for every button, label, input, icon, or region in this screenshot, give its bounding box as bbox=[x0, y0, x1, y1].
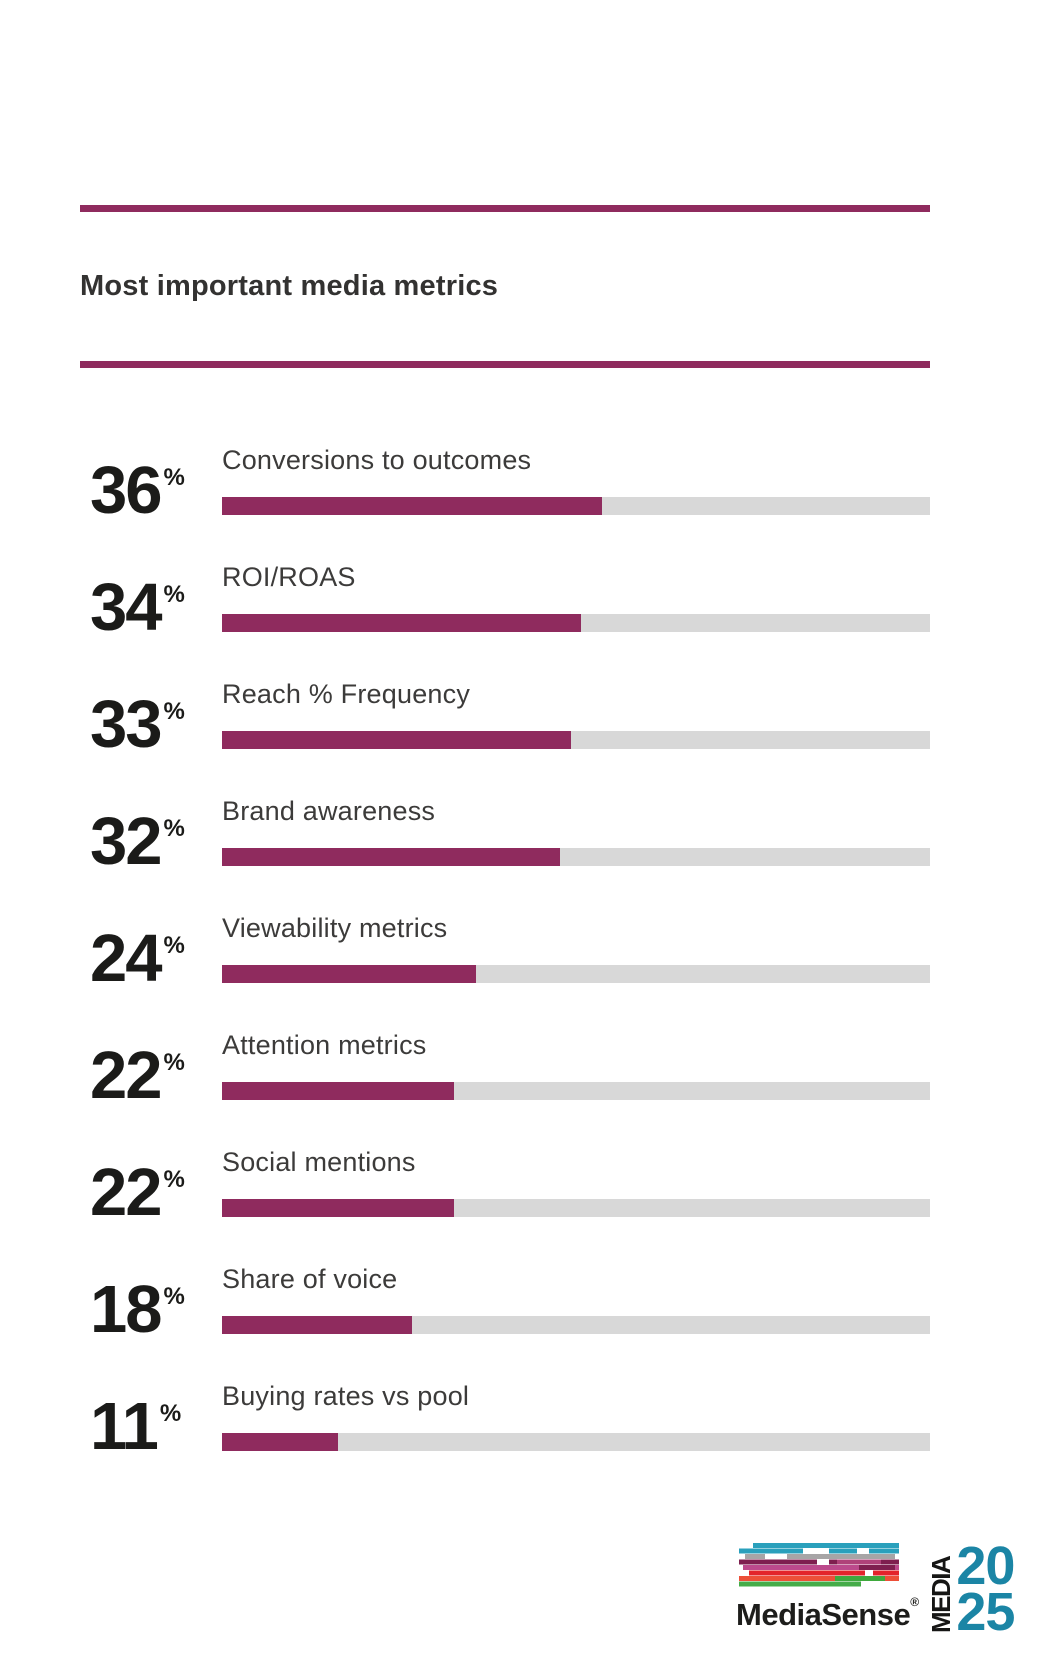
year-bottom: 25 bbox=[956, 1581, 1015, 1642]
metric-bar-track bbox=[222, 497, 930, 515]
metric-row: 11 % Buying rates vs pool bbox=[80, 1366, 930, 1483]
percent-sign: % bbox=[163, 1049, 185, 1076]
percent-sign: % bbox=[159, 1400, 182, 1427]
metric-bar-track bbox=[222, 1199, 930, 1217]
percent-sign: % bbox=[163, 464, 185, 491]
media-2025-year: 20 25 bbox=[956, 1536, 1015, 1642]
metric-value: 18 % bbox=[90, 1272, 185, 1347]
metric-bar-track bbox=[222, 1316, 930, 1334]
metric-value-number: 34 bbox=[90, 570, 163, 645]
metric-label: Social mentions bbox=[222, 1147, 416, 1177]
metric-label: Brand awareness bbox=[222, 796, 436, 826]
metric-bar-track bbox=[222, 1433, 930, 1451]
metric-label: Buying rates vs pool bbox=[222, 1381, 470, 1411]
metric-bar-track bbox=[222, 614, 930, 632]
metric-bar-fill bbox=[222, 1082, 455, 1100]
metric-label: Reach % Frequency bbox=[222, 679, 471, 709]
metric-bar-fill bbox=[222, 731, 571, 749]
metric-value-number: 11 bbox=[90, 1389, 159, 1464]
metric-value-number: 18 bbox=[90, 1272, 163, 1347]
percent-sign: % bbox=[163, 815, 185, 842]
percent-sign: % bbox=[163, 932, 185, 959]
mediasense-wordmark-text: MediaSense bbox=[736, 1597, 911, 1632]
media-vertical-label: MEDIA bbox=[926, 1556, 956, 1633]
metric-bar-fill bbox=[222, 497, 603, 515]
metric-bar-track bbox=[222, 848, 930, 866]
year-top: 20 bbox=[956, 1536, 1015, 1596]
registered-mark: ® bbox=[910, 1595, 919, 1609]
metric-value: 11 % bbox=[90, 1389, 182, 1464]
percent-sign: % bbox=[163, 698, 185, 725]
metric-value: 32 % bbox=[90, 804, 185, 879]
metric-bar-fill bbox=[222, 965, 476, 983]
metric-bar-fill bbox=[222, 1433, 339, 1451]
percent-sign: % bbox=[163, 1283, 185, 1310]
metric-value-number: 33 bbox=[90, 687, 163, 762]
metric-row: 24 % Viewability metrics bbox=[80, 898, 930, 1015]
page-title: Most important media metrics bbox=[80, 270, 499, 302]
media-2025-logo: MEDIA 20 25 bbox=[926, 1536, 1015, 1642]
percent-sign: % bbox=[163, 1166, 185, 1193]
mediasense-logo-icon bbox=[739, 1543, 899, 1587]
metric-value: 22 % bbox=[90, 1155, 185, 1230]
metric-row: 36 % Conversions to outcomes bbox=[80, 430, 930, 547]
metric-value: 34 % bbox=[90, 570, 185, 645]
metric-row: 33 % Reach % Frequency bbox=[80, 664, 930, 781]
metric-value: 33 % bbox=[90, 687, 185, 762]
title-rule-top bbox=[80, 205, 930, 212]
percent-sign: % bbox=[163, 581, 185, 608]
metric-value-number: 36 bbox=[90, 453, 163, 528]
metric-label: Share of voice bbox=[222, 1264, 398, 1294]
metric-value-number: 32 bbox=[90, 804, 163, 879]
metric-value-number: 22 bbox=[90, 1038, 163, 1113]
metric-bar-track bbox=[222, 731, 930, 749]
metric-label: Attention metrics bbox=[222, 1030, 427, 1060]
metric-bar-fill bbox=[222, 1316, 413, 1334]
metric-bar-fill bbox=[222, 614, 582, 632]
metric-row: 22 % Attention metrics bbox=[80, 1015, 930, 1132]
metric-value-number: 24 bbox=[90, 921, 163, 996]
metric-bar-track bbox=[222, 1082, 930, 1100]
metrics-list: 36 % Conversions to outcomes 34 % ROI/RO… bbox=[80, 430, 930, 1483]
metric-row: 34 % ROI/ROAS bbox=[80, 547, 930, 664]
metric-bar-track bbox=[222, 965, 930, 983]
metric-label: Viewability metrics bbox=[222, 913, 448, 943]
metric-value-number: 22 bbox=[90, 1155, 163, 1230]
metric-value: 24 % bbox=[90, 921, 185, 996]
metric-value: 22 % bbox=[90, 1038, 185, 1113]
metric-bar-fill bbox=[222, 1199, 455, 1217]
metric-row: 18 % Share of voice bbox=[80, 1249, 930, 1366]
title-rule-bottom bbox=[80, 361, 930, 368]
mediasense-wordmark: MediaSense® bbox=[736, 1595, 919, 1633]
metric-row: 32 % Brand awareness bbox=[80, 781, 930, 898]
metric-bar-fill bbox=[222, 848, 561, 866]
metric-row: 22 % Social mentions bbox=[80, 1132, 930, 1249]
metric-value: 36 % bbox=[90, 453, 185, 528]
metric-label: Conversions to outcomes bbox=[222, 445, 532, 475]
metric-label: ROI/ROAS bbox=[222, 562, 356, 592]
